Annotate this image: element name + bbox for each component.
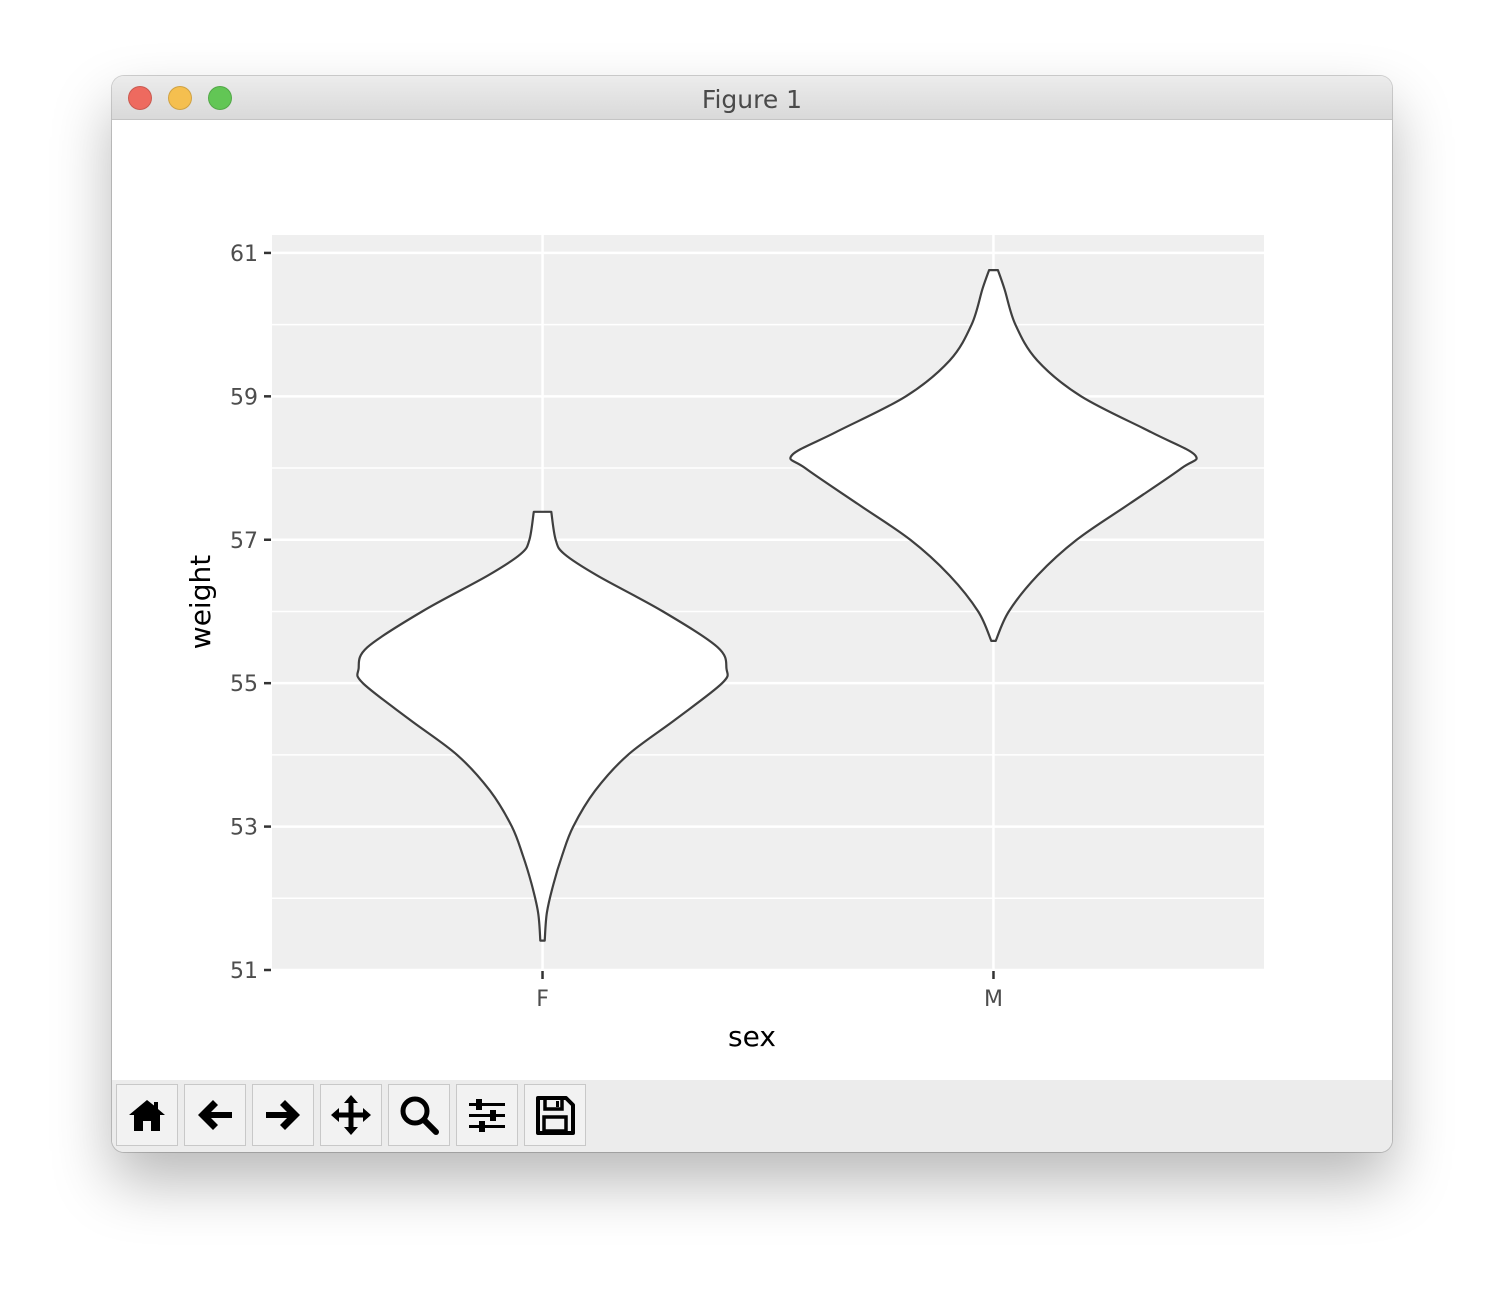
configure-subplots-button[interactable]: [456, 1084, 518, 1146]
violin-M: [789, 269, 1198, 642]
floppy-disk-icon: [536, 1096, 575, 1135]
figure-window: Figure 1 51 53 55 57 59 61 F M sex weight: [112, 76, 1392, 1152]
x-tick-label: F: [536, 987, 549, 1012]
home-icon: [129, 1100, 165, 1131]
figure-canvas[interactable]: 51 53 55 57 59 61 F M sex weight: [112, 120, 1392, 1080]
y-tick-label: 59: [230, 385, 258, 410]
save-button[interactable]: [524, 1084, 586, 1146]
home-button[interactable]: [116, 1084, 178, 1146]
back-button[interactable]: [184, 1084, 246, 1146]
arrow-right-icon: [266, 1100, 300, 1130]
zoom-button[interactable]: [388, 1084, 450, 1146]
violin-F: [356, 510, 729, 942]
window-title: Figure 1: [701, 85, 803, 114]
magnifier-icon: [400, 1096, 439, 1135]
maximize-window-button[interactable]: [208, 86, 232, 110]
y-tick-label: 51: [230, 959, 258, 984]
title-bar: Figure 1: [112, 76, 1392, 120]
sliders-icon: [469, 1099, 505, 1132]
y-tick-label: 53: [230, 816, 258, 841]
x-axis-label: sex: [728, 1020, 776, 1053]
move-icon: [331, 1095, 371, 1135]
axes: 51 53 55 57 59 61 F M: [230, 242, 1003, 1012]
forward-button[interactable]: [252, 1084, 314, 1146]
minimize-window-button[interactable]: [168, 86, 192, 110]
close-window-button[interactable]: [128, 86, 152, 110]
violins: [356, 269, 1198, 942]
pan-button[interactable]: [320, 1084, 382, 1146]
y-axis-label: weight: [184, 555, 217, 649]
y-tick-label: 57: [230, 529, 258, 554]
y-tick-label: 61: [230, 242, 258, 267]
x-tick-label: M: [984, 987, 1003, 1012]
plot-panel: [272, 235, 1264, 970]
navigation-toolbar: [112, 1080, 1392, 1152]
y-tick-label: 55: [230, 672, 258, 697]
arrow-left-icon: [198, 1100, 232, 1130]
